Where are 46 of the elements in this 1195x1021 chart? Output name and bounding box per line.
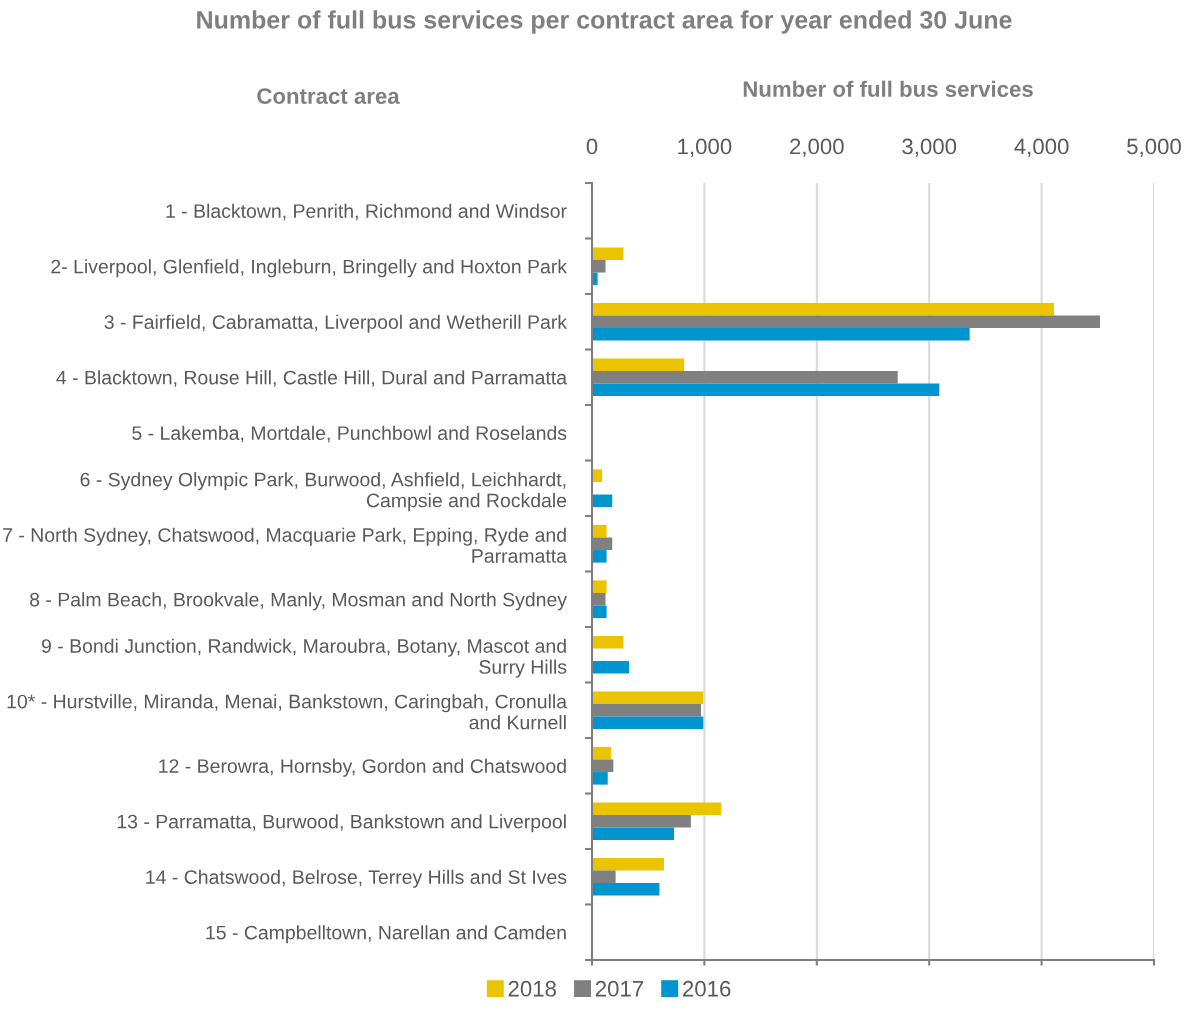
y-tick-label: 2- Liverpool, Glenfield, Ingleburn, Bringelly and Hoxton Park <box>51 259 568 278</box>
y-axis-title: Contract area <box>257 88 400 104</box>
bar <box>592 247 624 260</box>
x-tick-label: 5,000 <box>1127 138 1181 157</box>
bar <box>592 691 704 704</box>
y-tick-label: 13 - Parramatta, Burwood, Bankstown and Liverpool <box>117 814 566 833</box>
legend-label: 2018 <box>508 980 556 997</box>
legend-label: 2017 <box>595 980 644 997</box>
y-tick-label: 4 - Blacktown, Rouse Hill, Castle Hill, Dural and Parramatta <box>56 370 568 387</box>
bar <box>592 605 607 619</box>
bar <box>592 746 612 760</box>
y-tick-label: 15 - Campbelltown, Narellan and Camden <box>206 925 566 944</box>
y-tick-label: 5 - Lakemba, Mortdale, Punchbowl and Roselands <box>132 425 567 443</box>
bar <box>592 469 603 482</box>
x-axis-title: Number of full bus services <box>743 80 1033 97</box>
bar <box>592 550 607 563</box>
y-tick-label: 7 - North Sydney, Chatswood, Macquarie Park, Epping, Ryde and Parramatta <box>3 527 568 563</box>
bar <box>592 358 685 371</box>
chart-title: Number of full bus services per contract area for year ended 30 June <box>197 10 1012 34</box>
bar <box>592 328 970 341</box>
y-tick-label: 10* - Hurstville, Miranda, Menai, Bankstown, Caringbah, Cronulla and Kurnell <box>7 694 568 730</box>
x-tick-label: 2,000 <box>790 138 844 157</box>
bar <box>592 580 607 593</box>
bar <box>592 857 664 871</box>
bar <box>592 827 675 841</box>
x-tick-label: 4,000 <box>1014 138 1069 157</box>
y-tick-label: 1 - Blacktown, Penrith, Richmond and Windsor <box>166 203 567 221</box>
y-tick-label: 12 - Berowra, Hornsby, Gordon and Chatswood <box>159 758 566 777</box>
bar <box>592 383 940 397</box>
y-tick-label: 6 - Sydney Olympic Park, Burwood, Ashfield, Leichhardt, Campsie and Rockdale <box>80 472 567 512</box>
bar <box>592 802 722 815</box>
y-tick-label: 8 - Palm Beach, Brookvale, Manly, Mosman and North Sydney <box>30 592 567 611</box>
bar <box>592 716 704 730</box>
legend-label: 2016 <box>683 980 731 997</box>
x-tick-label: 1,000 <box>678 138 732 157</box>
bar <box>592 772 608 785</box>
bar <box>592 661 630 674</box>
bar <box>592 635 624 649</box>
bar <box>592 524 607 538</box>
x-tick-label: 3,000 <box>902 138 957 157</box>
y-tick-label: 9 - Bondi Junction, Randwick, Maroubra, Botany, Mascot and Surry Hills <box>41 638 567 678</box>
bar <box>592 302 1054 316</box>
y-tick-label: 14 - Chatswood, Belrose, Terrey Hills and St Ives <box>146 869 567 888</box>
x-tick-label: 0 <box>586 138 598 155</box>
bar <box>592 883 660 896</box>
y-tick-label: 3 - Fairfield, Cabramatta, Liverpool and Wetherill Park <box>104 314 568 333</box>
